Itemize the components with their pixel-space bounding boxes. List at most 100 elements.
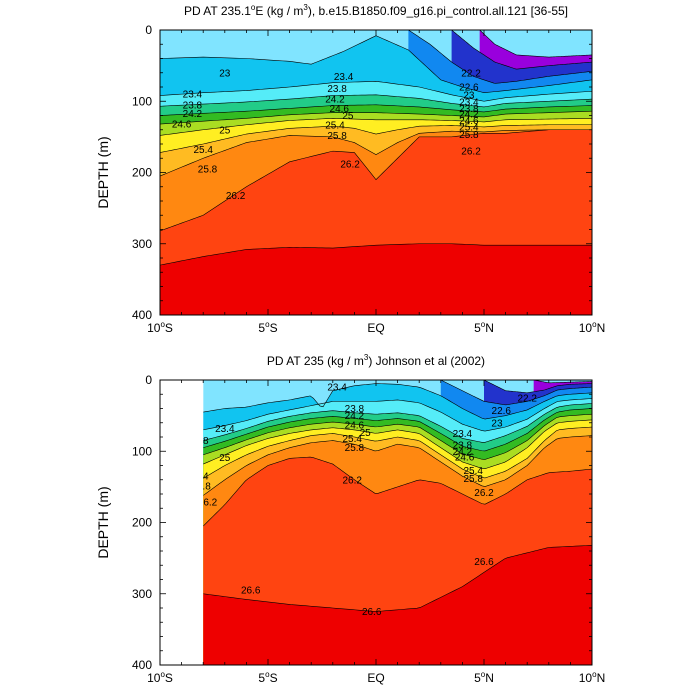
contour-label: 25.8: [327, 131, 347, 142]
x-tick-label: 10oN: [579, 670, 605, 685]
contour-label: 25: [219, 453, 231, 464]
contour-label: 25.8: [191, 482, 211, 493]
contour-line-24-2: [203, 408, 592, 452]
chart-title: PD AT 235 (kg / m3) Johnson et al (2002): [267, 353, 485, 368]
y-tick-label: 400: [132, 658, 152, 672]
contour-label: 23.4: [334, 72, 354, 83]
panel-observations: 23.423.423.824.224.6 2525.425.826.223.824…: [95, 353, 605, 685]
contour-label: 23.8: [459, 104, 479, 115]
contour-line-26-6: [203, 545, 592, 612]
contour-label: 23.4: [453, 429, 473, 440]
contour-label: 26.2: [343, 475, 363, 486]
contour-label: 25: [219, 125, 231, 136]
contour-line-26-2: [160, 129, 592, 232]
contour-line-23-4: [160, 80, 592, 102]
contour-line-25-4: [160, 124, 592, 153]
contour-label: 25.4: [463, 466, 483, 477]
contour-label: 25.8: [463, 474, 483, 485]
y-tick-label: 300: [132, 587, 152, 601]
contour-label: 23.8: [345, 404, 365, 415]
y-tick-label: 400: [132, 308, 152, 322]
contour-label: 25.4: [325, 120, 345, 131]
contour-line-26-2: [203, 456, 592, 527]
contour-line-25: [203, 419, 592, 470]
contour-line-25: [160, 118, 592, 136]
y-tick-label: 200: [132, 166, 152, 180]
contour-label: 25.8: [345, 443, 365, 454]
contour-label: 24.6: [181, 452, 201, 463]
contour-label: 24.2: [453, 447, 473, 458]
contour-line-24-2: [160, 104, 592, 116]
contour-line-25-4: [203, 426, 592, 479]
contour-label: 23.4: [327, 383, 347, 394]
x-tick-label: 10oN: [579, 320, 605, 335]
x-tick-label: EQ: [367, 671, 384, 685]
contour-label: 23: [463, 90, 475, 101]
contour-band-26-6: [203, 545, 592, 665]
contour-label: 24.6: [172, 120, 192, 131]
contour-label: 23.8: [453, 440, 473, 451]
contour-label: 24.2: [345, 411, 365, 422]
contour-label: 24.2: [459, 110, 479, 121]
contour-label: 24.2: [325, 95, 345, 106]
contour-label: 22.2: [517, 393, 537, 404]
contour-label: 22.6: [492, 406, 512, 417]
y-axis-label: DEPTH (m): [95, 486, 111, 558]
x-tick-label: 10oS: [147, 670, 173, 685]
contour-line-24-6: [203, 413, 592, 460]
y-tick-label: 100: [132, 94, 152, 108]
contour-label: 24.6: [455, 452, 475, 463]
y-tick-label: 300: [132, 237, 152, 251]
x-tick-label: EQ: [367, 321, 384, 335]
contour-label: 23.4: [459, 97, 479, 108]
contour-label: 24.2: [183, 109, 203, 120]
contour-label: 23.8: [189, 436, 209, 447]
x-tick-label: 5oS: [258, 320, 277, 335]
chart-title: PD AT 235.1oE (kg / m3), b.e15.B1850.f09…: [184, 3, 568, 18]
contour-line-22-6: [440, 380, 592, 406]
panel-model: 23 23.423.423.824.224.62525.425.826.223.8…: [95, 3, 605, 335]
x-tick-label: 5oN: [474, 670, 494, 685]
contour-line-26-6: [160, 243, 592, 266]
contour-label: 26.6: [241, 586, 261, 597]
contour-label: 26.6: [474, 557, 494, 568]
contour-label: 23.4: [183, 90, 203, 101]
contour-line-22-6: [408, 30, 592, 84]
contour-label: 25.8: [198, 164, 218, 175]
contour-line-25-8: [160, 129, 592, 177]
contour-label: 24.6: [459, 116, 479, 127]
contour-label: 22.2: [461, 68, 481, 79]
contour-fills: [203, 380, 592, 665]
contour-label: 26.2: [461, 147, 481, 158]
contour-line-23-8: [203, 403, 592, 443]
x-tick-label: 10oS: [147, 320, 173, 335]
contour-line-24-6: [160, 110, 592, 125]
contour-fills: [160, 30, 592, 315]
contour-line-23-4: [203, 398, 592, 432]
y-tick-label: 0: [145, 23, 152, 37]
contour-label: 25.4: [189, 472, 209, 483]
contour-line-22-2: [451, 30, 592, 70]
contour-label: 26.6: [362, 607, 382, 618]
contour-label: 25.8: [459, 130, 479, 141]
y-tick-label: 200: [132, 516, 152, 530]
contour-labels: 23.423.423.824.224.6 2525.425.826.223.824…: [181, 383, 537, 618]
contour-line-23-8: [160, 94, 592, 108]
x-tick-label: 5oS: [258, 670, 277, 685]
contour-label: 25: [342, 111, 354, 122]
contour-label: 24.2: [181, 444, 201, 455]
contour-line-21-8: [479, 30, 592, 58]
contour-labels: 23 23.423.423.824.224.62525.425.826.223.8…: [172, 68, 481, 202]
contour-label: 25.4: [459, 122, 479, 133]
contour-label: 25.4: [343, 434, 363, 445]
contour-line-23: [203, 383, 592, 420]
y-tick-label: 100: [132, 444, 152, 458]
y-tick-label: 0: [145, 373, 152, 387]
contour-label: 25.4: [193, 145, 213, 156]
contour-label: 23: [491, 418, 503, 429]
contour-label: 23.8: [327, 84, 347, 95]
contour-label: 24.6: [330, 104, 350, 115]
axis-ticks: [159, 379, 593, 666]
contour-label: 25: [360, 428, 372, 439]
